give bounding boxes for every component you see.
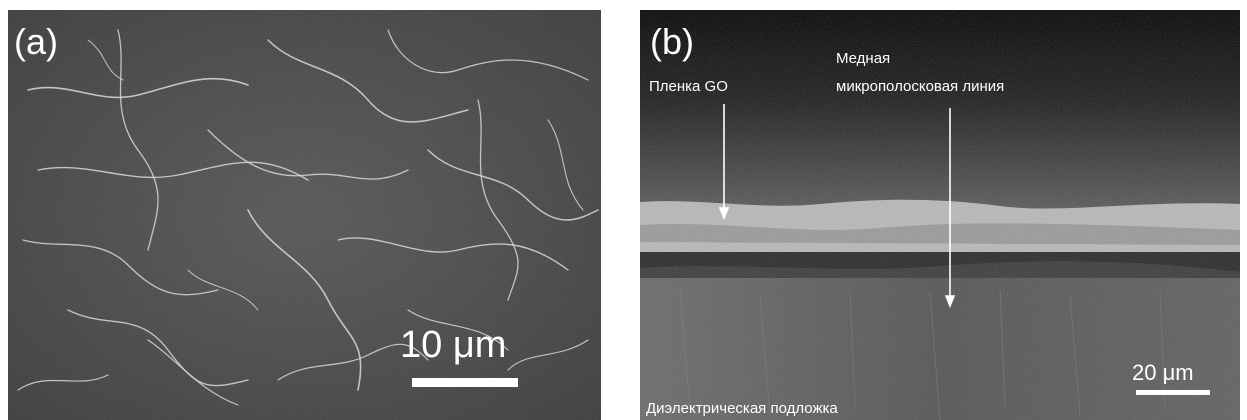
cross-section-texture	[640, 10, 1240, 420]
scale-bar-a	[412, 378, 518, 387]
scale-bar-label-b: 20 μm	[1132, 360, 1194, 385]
annotation-copper-line-2: микрополосковая линия	[836, 78, 1005, 95]
annotation-copper-line-1: Медная	[836, 50, 891, 67]
panel-label-b: (b)	[650, 21, 694, 62]
scale-bar-b	[1136, 390, 1210, 395]
annotation-go-film: Пленка GO	[649, 78, 728, 95]
panel-label-a: (a)	[14, 21, 58, 62]
annotation-arrows	[718, 104, 956, 309]
sem-image-panel-b: (b) Пленка GO Медная микрополосковая лин…	[640, 10, 1240, 420]
wrinkle-texture	[8, 10, 601, 420]
scale-bar-label-a: 10 μm	[400, 324, 507, 366]
annotation-substrate: Диэлектрическая подложка	[646, 400, 838, 417]
sem-image-panel-a: (a) 10 μm	[8, 10, 601, 420]
